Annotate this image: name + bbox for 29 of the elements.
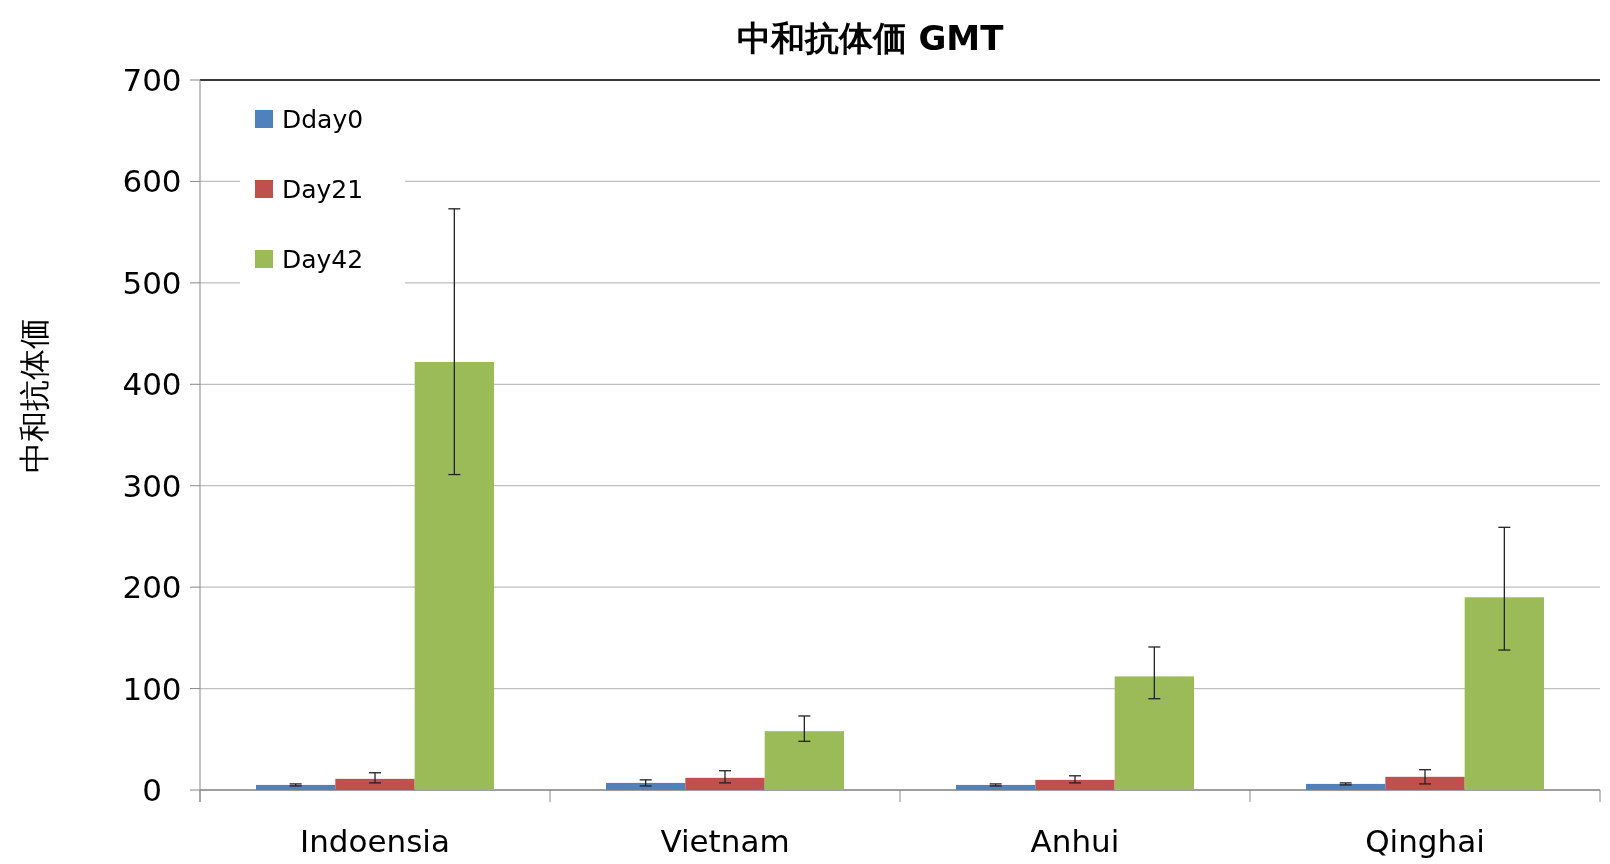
bar bbox=[1114, 676, 1194, 790]
y-tick-label: 200 bbox=[122, 569, 182, 606]
y-tick-label: 400 bbox=[122, 366, 182, 403]
chart-title: 中和抗体価 GMT bbox=[736, 18, 1005, 58]
x-tick-label: Anhui bbox=[1030, 823, 1120, 859]
bar bbox=[335, 778, 415, 790]
y-tick-label: 500 bbox=[122, 264, 182, 301]
y-tick-label: 600 bbox=[122, 163, 182, 200]
x-tick-label: Qinghai bbox=[1365, 823, 1485, 859]
bar bbox=[1306, 783, 1386, 790]
bar bbox=[764, 731, 844, 790]
bar bbox=[414, 361, 494, 790]
bar bbox=[956, 784, 1036, 790]
x-tick-label: Indoensia bbox=[300, 823, 450, 859]
bar bbox=[256, 784, 336, 790]
legend-label: Dday0 bbox=[282, 105, 364, 134]
y-axis-title: 中和抗体価 bbox=[16, 317, 52, 473]
y-tick-label: 700 bbox=[122, 62, 182, 98]
bar bbox=[1464, 597, 1544, 790]
legend-label: Day21 bbox=[282, 175, 364, 204]
bar bbox=[685, 777, 765, 790]
legend-label: Day42 bbox=[282, 245, 364, 274]
x-tick-label: Vietnam bbox=[660, 823, 790, 859]
y-tick-label: 0 bbox=[142, 772, 162, 808]
y-tick-label: 300 bbox=[122, 467, 182, 504]
bar bbox=[606, 782, 686, 790]
bar bbox=[1035, 779, 1115, 790]
bar bbox=[1385, 776, 1465, 790]
y-tick-label: 100 bbox=[122, 670, 182, 707]
